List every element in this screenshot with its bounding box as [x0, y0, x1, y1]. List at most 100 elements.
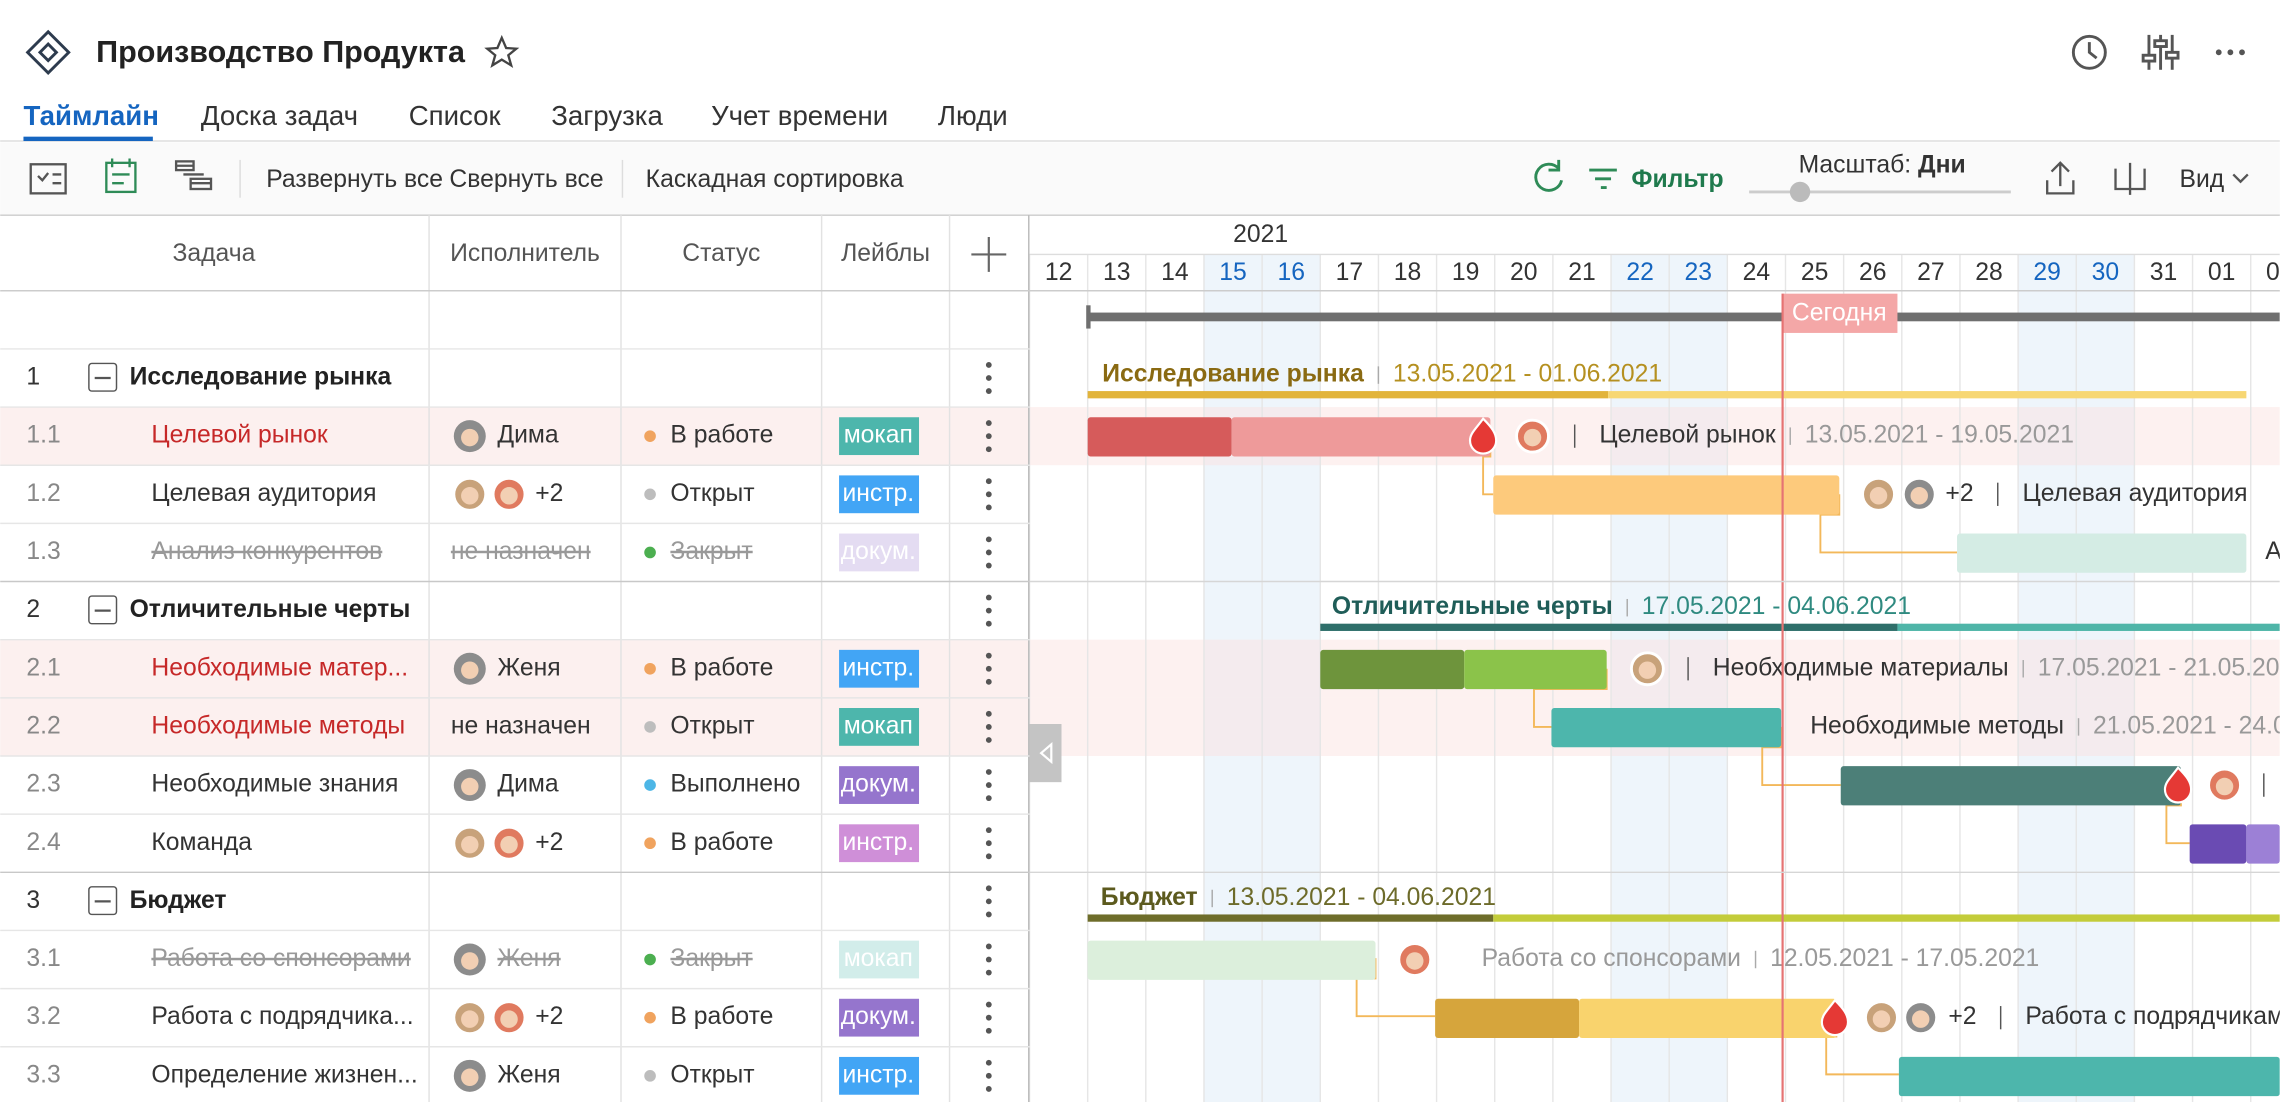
row-menu-dot[interactable] — [985, 388, 992, 394]
avatar-face — [1638, 661, 1657, 679]
row-menu-dot[interactable] — [985, 362, 992, 368]
row-menu-dot[interactable] — [985, 665, 992, 672]
task-name[interactable]: Работа с подрядчика... — [151, 1003, 413, 1030]
task-name[interactable]: Необходимые методы — [151, 712, 405, 739]
add-column[interactable] — [971, 236, 1007, 272]
row-menu-dot[interactable] — [985, 840, 992, 847]
row-number: 2.1 — [26, 654, 60, 681]
filter-button[interactable]: Фильтр — [1631, 166, 1723, 193]
task-name[interactable]: Целевой рынок — [151, 422, 327, 449]
row-menu-dot[interactable] — [985, 898, 992, 905]
row-menu-dot[interactable] — [985, 853, 992, 860]
favorite-star[interactable] — [484, 34, 520, 68]
task-name[interactable]: Определение жизнен... — [151, 1061, 417, 1088]
task-name[interactable]: Целевая аудитория — [151, 480, 376, 507]
row-menu-dot[interactable] — [985, 594, 992, 601]
row-menu-dot[interactable] — [985, 504, 992, 511]
cascade-sort[interactable]: Каскадная сортировка — [646, 166, 904, 193]
task-name[interactable]: Работа со спонсорами — [151, 945, 410, 972]
task-name[interactable]: Необходимые матер... — [151, 654, 408, 681]
column-header[interactable]: Статус — [682, 240, 760, 267]
assignee: Дима — [497, 771, 559, 798]
row-menu-dot[interactable] — [985, 562, 992, 569]
more-button[interactable] — [2215, 49, 2245, 56]
tab[interactable]: Загрузка — [551, 100, 663, 131]
status: В работе — [670, 654, 773, 681]
status-dot — [644, 662, 656, 675]
row-menu-dot[interactable] — [985, 652, 992, 659]
row-number: 3.2 — [26, 1003, 60, 1030]
avatar — [1903, 1000, 1939, 1036]
row-menu-dot[interactable] — [985, 1072, 992, 1079]
row-menu-dot[interactable] — [985, 1086, 992, 1092]
history-button[interactable] — [2071, 34, 2107, 70]
row-menu-dot[interactable] — [985, 724, 992, 730]
status: В работе — [670, 829, 773, 856]
day-label: 23 — [1685, 259, 1712, 286]
collapse-handle[interactable] — [1029, 724, 1062, 783]
column-header[interactable]: Лейблы — [841, 240, 930, 267]
tab[interactable]: Список — [409, 100, 502, 131]
task-name[interactable]: Команда — [151, 829, 252, 856]
tab[interactable]: Таймлайн — [23, 100, 158, 131]
column-header[interactable]: Задача — [172, 240, 255, 267]
row-menu-dot[interactable] — [985, 956, 992, 963]
status: Закрыт — [670, 538, 752, 565]
slider-knob[interactable] — [1789, 181, 1811, 203]
avatar-face — [500, 1010, 518, 1028]
collapse-all[interactable]: Свернуть все — [449, 166, 603, 193]
row-menu-dot[interactable] — [985, 1001, 992, 1008]
row-menu-dot[interactable] — [985, 795, 992, 802]
bar-label: Анализ конкурентов — [2265, 538, 2280, 565]
label-text: инстр. — [842, 1061, 914, 1088]
row-menu-dot[interactable] — [985, 375, 992, 381]
row-menu-dot[interactable] — [985, 969, 992, 976]
task-bar — [2189, 824, 2247, 864]
row-menu-dot[interactable] — [985, 620, 992, 627]
task-name[interactable]: Необходимые знания — [151, 771, 398, 798]
tab[interactable]: Люди — [938, 100, 1008, 131]
tab[interactable]: Доска задач — [201, 100, 358, 131]
row-menu-dot[interactable] — [985, 536, 992, 543]
row-menu-dot[interactable] — [985, 769, 992, 775]
view-menu[interactable]: Вид — [2179, 166, 2224, 193]
row-menu-dot[interactable] — [985, 478, 992, 485]
row-menu-dot[interactable] — [985, 420, 992, 426]
expand-all[interactable]: Развернуть все — [266, 166, 443, 193]
assignee-more: +2 — [535, 1003, 563, 1030]
row-menu-dot[interactable] — [985, 607, 992, 614]
row-menu-dot[interactable] — [985, 710, 992, 717]
row-menu-dot[interactable] — [985, 1059, 992, 1066]
row-menu-dot[interactable] — [985, 433, 992, 440]
row-menu-dot[interactable] — [985, 885, 992, 892]
settings-button[interactable] — [2141, 34, 2180, 70]
collapse-arrow[interactable] — [1039, 741, 1053, 765]
row-menu-dot[interactable] — [985, 827, 992, 834]
avatar-face — [461, 661, 479, 679]
row-menu-dot[interactable] — [985, 446, 992, 453]
row-menu-dot[interactable] — [985, 549, 992, 556]
day-label: 01 — [2208, 259, 2235, 286]
day-label: 20 — [1510, 259, 1537, 286]
row-menu-dot[interactable] — [985, 491, 992, 498]
row-menu-dot[interactable] — [985, 1027, 992, 1034]
row-menu-dot[interactable] — [985, 782, 992, 788]
row-menu-dot[interactable] — [985, 737, 992, 743]
export-button[interactable] — [2046, 161, 2075, 195]
status-dot — [644, 779, 656, 791]
status-dot — [644, 546, 656, 559]
assignee: не назначен — [451, 538, 591, 565]
row-menu-dot[interactable] — [985, 1014, 992, 1021]
fit-button[interactable] — [2114, 162, 2146, 195]
task-name[interactable]: Анализ конкурентов — [151, 538, 382, 565]
refresh-button[interactable] — [1534, 159, 1564, 192]
toolbar-icons[interactable] — [29, 158, 213, 195]
column-header[interactable]: Исполнитель — [450, 240, 600, 267]
label-text: мокап — [844, 945, 913, 972]
view-chevron[interactable] — [2232, 173, 2249, 184]
filter-icon[interactable] — [1589, 168, 1617, 189]
tab[interactable]: Учет времени — [711, 100, 888, 131]
row-menu-dot[interactable] — [985, 678, 992, 685]
row-menu-dot[interactable] — [985, 911, 992, 918]
row-menu-dot[interactable] — [985, 943, 992, 950]
